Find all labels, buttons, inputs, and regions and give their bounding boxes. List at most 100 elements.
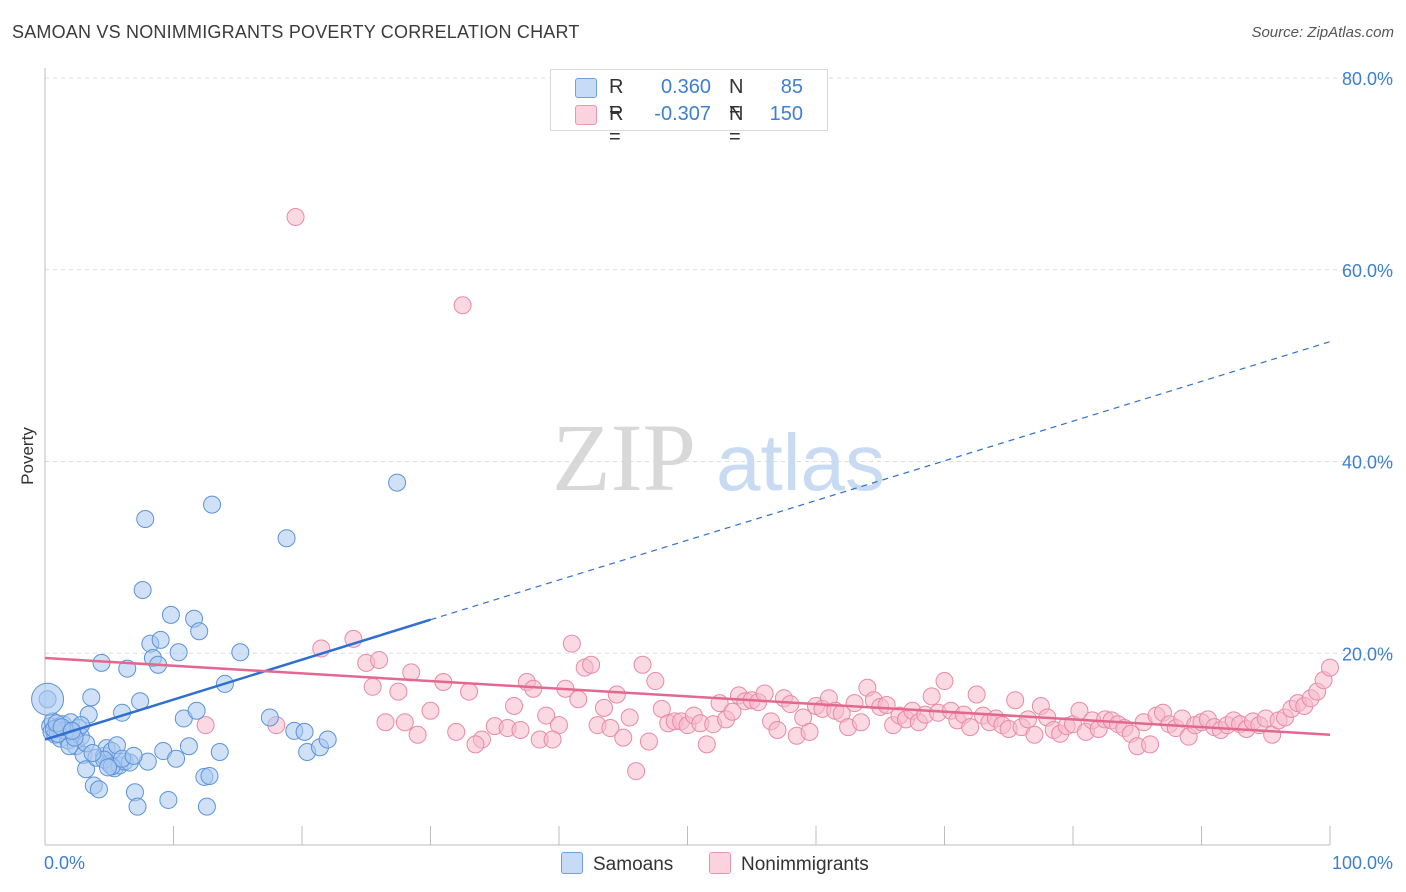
x-tick-label: 100.0%	[1332, 853, 1393, 873]
n-label: N =	[729, 103, 744, 148]
nonimmigrants-point	[646, 672, 665, 691]
source-label: Source: ZipAtlas.com	[1251, 24, 1394, 41]
legend-item-nonimmigrants[interactable]: Nonimmigrants	[709, 852, 869, 876]
nonimmigrants-point	[639, 732, 658, 751]
samoans-point	[98, 758, 117, 777]
samoans-point	[187, 701, 206, 720]
nonimmigrants-point	[543, 730, 562, 749]
legend-item-samoans[interactable]: Samoans	[561, 852, 673, 876]
grid-lines	[45, 77, 1393, 654]
n-label: N =	[729, 76, 744, 121]
samoans-point	[124, 746, 143, 765]
samoans-point	[169, 643, 188, 662]
nonimmigrants-point	[1025, 725, 1044, 744]
r-value: 0.360	[660, 76, 711, 98]
nonimmigrants-point	[1019, 710, 1038, 729]
nonimmigrants-point	[196, 716, 215, 735]
samoans-point-large	[31, 682, 65, 716]
y-tick-label: 60.0%	[1342, 261, 1393, 281]
nonimmigrants-point	[614, 728, 633, 747]
samoans-point	[197, 797, 216, 816]
nonimmigrants-point	[800, 722, 819, 741]
nonimmigrants-legend-label: Nonimmigrants	[741, 854, 869, 875]
nonimmigrants-point	[1141, 735, 1160, 754]
watermark: ZIP atlas	[552, 404, 885, 511]
samoans-point	[83, 743, 102, 762]
watermark-atlas: atlas	[716, 418, 885, 507]
nonimmigrants-point	[569, 690, 588, 709]
nonimmigrants-point	[511, 720, 530, 739]
nonimmigrants-point	[466, 735, 485, 754]
samoans-point	[295, 722, 314, 741]
x-tick-label: 0.0%	[44, 853, 85, 873]
samoans-point	[161, 605, 180, 624]
samoans-point	[200, 766, 219, 785]
nonimmigrants-point	[537, 706, 556, 725]
nonimmigrants-point	[607, 685, 626, 704]
nonimmigrants-point	[363, 677, 382, 696]
samoans-point	[82, 688, 101, 707]
samoans-point	[167, 749, 186, 768]
nonimmigrants-point	[389, 682, 408, 701]
nonimmigrants-point	[408, 725, 427, 744]
nonimmigrants-point	[845, 694, 864, 713]
y-tick-label: 40.0%	[1342, 453, 1393, 473]
n-value: 150	[769, 103, 803, 125]
samoans-point	[388, 473, 407, 492]
watermark-zip: ZIP	[552, 404, 696, 511]
nonimmigrants-point	[453, 296, 472, 315]
samoans-trend-extension	[430, 341, 1331, 621]
nonimmigrants-point	[582, 655, 601, 674]
samoans-point	[128, 797, 147, 816]
nonimmigrants-point	[633, 655, 652, 674]
nonimmigrants-point	[376, 713, 395, 732]
samoans-point	[190, 622, 209, 641]
trend-lines	[44, 341, 1331, 741]
nonimmigrants-trend-line	[44, 656, 1331, 736]
nonimmigrants-point	[723, 702, 742, 721]
samoans-point	[89, 780, 108, 799]
samoans-point	[277, 529, 296, 548]
samoans-legend-swatch	[561, 852, 583, 874]
nonimmigrants-point	[1006, 691, 1025, 710]
samoans-swatch	[575, 78, 597, 98]
r-label: R =	[609, 76, 624, 121]
nonimmigrants-point	[505, 696, 524, 715]
r-value: -0.307	[654, 103, 711, 125]
correlation-legend: R = 0.360 N = 85 R = -0.307 N = 150	[550, 69, 828, 148]
nonimmigrants-point	[1321, 658, 1339, 677]
nonimmigrants-point	[697, 735, 716, 754]
y-tick-label: 80.0%	[1342, 69, 1393, 89]
nonimmigrants-point	[370, 650, 389, 669]
nonimmigrants-point	[594, 698, 613, 717]
samoans-point	[203, 495, 222, 514]
nonimmigrants-legend-swatch	[709, 852, 731, 874]
samoans-point	[133, 580, 152, 599]
nonimmigrants-point	[286, 208, 305, 227]
y-tick-label: 20.0%	[1342, 644, 1393, 664]
samoans-legend-label: Samoans	[593, 854, 674, 875]
nonimmigrants-point	[967, 685, 986, 704]
samoans-trend-line	[44, 618, 431, 741]
n-value: 85	[780, 76, 803, 98]
samoans-point	[179, 737, 198, 756]
samoans-point	[231, 643, 250, 662]
nonimmigrants-point	[460, 682, 479, 701]
samoans-point	[260, 708, 279, 727]
nonimmigrants-point	[562, 634, 581, 653]
samoans-point	[151, 630, 170, 649]
nonimmigrants-point	[922, 687, 941, 706]
nonimmigrants-swatch	[575, 105, 597, 125]
nonimmigrants-point	[421, 701, 440, 720]
samoans-point	[318, 730, 337, 749]
nonimmigrants-point	[601, 719, 620, 738]
nonimmigrants-point	[620, 708, 639, 727]
tick-labels: 20.0% 40.0% 60.0% 80.0% 0.0% 100.0%	[44, 69, 1393, 873]
nonimmigrants-point	[768, 720, 787, 739]
samoans-point	[136, 510, 155, 529]
samoans-point	[77, 760, 96, 779]
chart-title: SAMOAN VS NONIMMIGRANTS POVERTY CORRELAT…	[12, 22, 580, 42]
nonimmigrants-point	[627, 762, 646, 781]
nonimmigrants-point	[961, 718, 980, 737]
samoans-point	[159, 790, 178, 809]
